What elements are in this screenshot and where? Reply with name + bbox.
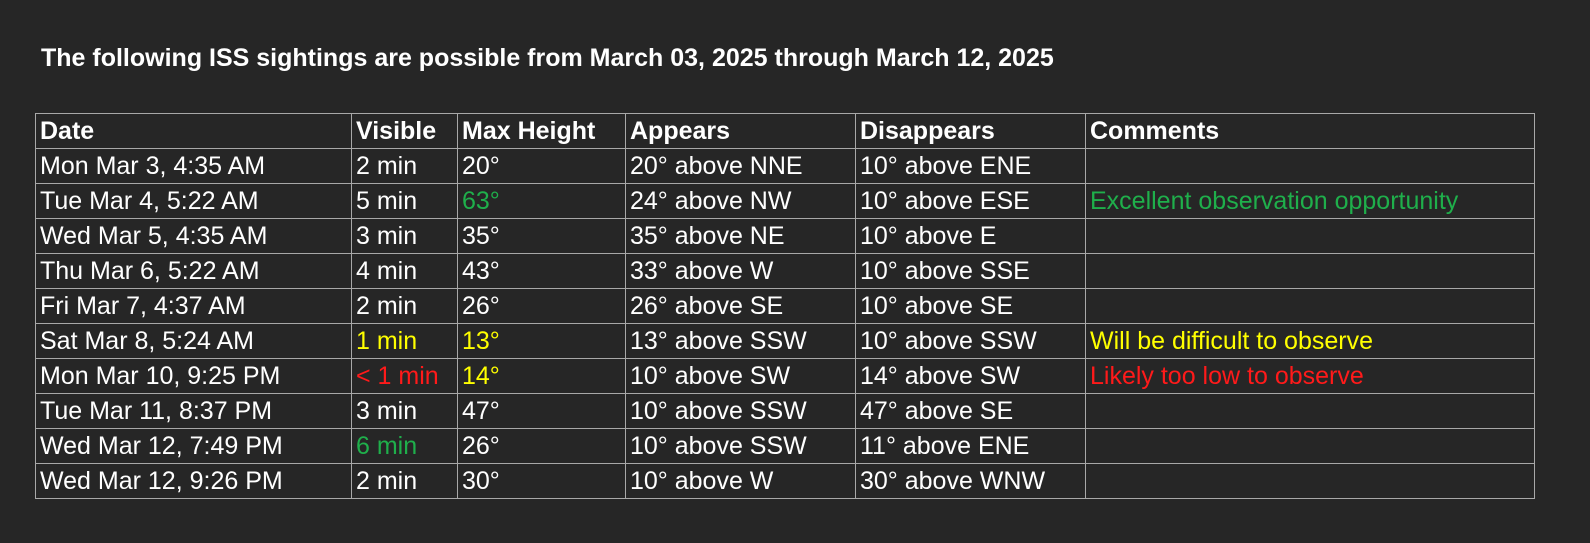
comments-cell	[1085, 148, 1535, 184]
comments-cell	[1085, 288, 1535, 324]
max-height-cell: 26°	[457, 428, 626, 464]
date-cell: Sat Mar 8, 5:24 AM	[35, 323, 352, 359]
max-height-cell: 47°	[457, 393, 626, 429]
appears-cell: 26° above SE	[625, 288, 856, 324]
appears-cell: 10° above SW	[625, 358, 856, 394]
appears-cell: 10° above W	[625, 463, 856, 499]
column-header-date: Date	[35, 113, 352, 149]
date-cell: Thu Mar 6, 5:22 AM	[35, 253, 352, 289]
max-height-cell: 43°	[457, 253, 626, 289]
max-height-cell: 63°	[457, 183, 626, 219]
date-cell: Wed Mar 12, 9:26 PM	[35, 463, 352, 499]
sightings-table: Date Visible Max Height Appears Disappea…	[35, 113, 1535, 499]
date-cell: Wed Mar 5, 4:35 AM	[35, 218, 352, 254]
appears-cell: 10° above SSW	[625, 393, 856, 429]
disappears-cell: 10° above ENE	[855, 148, 1086, 184]
disappears-cell: 10° above SE	[855, 288, 1086, 324]
table-row: Mon Mar 3, 4:35 AM 2 min 20° 20° above N…	[35, 148, 1535, 184]
table-row: Tue Mar 4, 5:22 AM 5 min 63° 24° above N…	[35, 183, 1535, 219]
date-cell: Tue Mar 11, 8:37 PM	[35, 393, 352, 429]
appears-cell: 13° above SSW	[625, 323, 856, 359]
column-header-appears: Appears	[625, 113, 856, 149]
column-header-disappears: Disappears	[855, 113, 1086, 149]
date-cell: Tue Mar 4, 5:22 AM	[35, 183, 352, 219]
max-height-cell: 26°	[457, 288, 626, 324]
table-header-row: Date Visible Max Height Appears Disappea…	[35, 113, 1535, 149]
visible-cell: 5 min	[351, 183, 458, 219]
comments-cell	[1085, 428, 1535, 464]
table-row: Sat Mar 8, 5:24 AM 1 min 13° 13° above S…	[35, 323, 1535, 359]
table-row: Tue Mar 11, 8:37 PM 3 min 47° 10° above …	[35, 393, 1535, 429]
disappears-cell: 11° above ENE	[855, 428, 1086, 464]
visible-cell: 2 min	[351, 463, 458, 499]
comments-cell	[1085, 253, 1535, 289]
visible-cell: < 1 min	[351, 358, 458, 394]
date-cell: Mon Mar 10, 9:25 PM	[35, 358, 352, 394]
visible-cell: 2 min	[351, 288, 458, 324]
disappears-cell: 30° above WNW	[855, 463, 1086, 499]
max-height-cell: 20°	[457, 148, 626, 184]
table-row: Mon Mar 10, 9:25 PM < 1 min 14° 10° abov…	[35, 358, 1535, 394]
disappears-cell: 10° above SSE	[855, 253, 1086, 289]
comments-cell	[1085, 393, 1535, 429]
visible-cell: 2 min	[351, 148, 458, 184]
date-cell: Mon Mar 3, 4:35 AM	[35, 148, 352, 184]
appears-cell: 24° above NW	[625, 183, 856, 219]
comments-cell	[1085, 463, 1535, 499]
visible-cell: 4 min	[351, 253, 458, 289]
page-title: The following ISS sightings are possible…	[41, 44, 1054, 72]
disappears-cell: 14° above SW	[855, 358, 1086, 394]
column-header-max-height: Max Height	[457, 113, 626, 149]
table-row: Fri Mar 7, 4:37 AM 2 min 26° 26° above S…	[35, 288, 1535, 324]
table-row: Wed Mar 12, 9:26 PM 2 min 30° 10° above …	[35, 463, 1535, 499]
appears-cell: 10° above SSW	[625, 428, 856, 464]
comments-cell: Will be difficult to observe	[1085, 323, 1535, 359]
disappears-cell: 10° above ESE	[855, 183, 1086, 219]
table-row: Thu Mar 6, 5:22 AM 4 min 43° 33° above W…	[35, 253, 1535, 289]
max-height-cell: 35°	[457, 218, 626, 254]
visible-cell: 3 min	[351, 218, 458, 254]
max-height-cell: 14°	[457, 358, 626, 394]
table-row: Wed Mar 5, 4:35 AM 3 min 35° 35° above N…	[35, 218, 1535, 254]
comments-cell: Excellent observation opportunity	[1085, 183, 1535, 219]
appears-cell: 35° above NE	[625, 218, 856, 254]
appears-cell: 20° above NNE	[625, 148, 856, 184]
visible-cell: 6 min	[351, 428, 458, 464]
max-height-cell: 13°	[457, 323, 626, 359]
table-row: Wed Mar 12, 7:49 PM 6 min 26° 10° above …	[35, 428, 1535, 464]
comments-cell: Likely too low to observe	[1085, 358, 1535, 394]
date-cell: Wed Mar 12, 7:49 PM	[35, 428, 352, 464]
disappears-cell: 10° above E	[855, 218, 1086, 254]
visible-cell: 3 min	[351, 393, 458, 429]
appears-cell: 33° above W	[625, 253, 856, 289]
visible-cell: 1 min	[351, 323, 458, 359]
column-header-visible: Visible	[351, 113, 458, 149]
date-cell: Fri Mar 7, 4:37 AM	[35, 288, 352, 324]
disappears-cell: 47° above SE	[855, 393, 1086, 429]
comments-cell	[1085, 218, 1535, 254]
disappears-cell: 10° above SSW	[855, 323, 1086, 359]
column-header-comments: Comments	[1085, 113, 1535, 149]
max-height-cell: 30°	[457, 463, 626, 499]
